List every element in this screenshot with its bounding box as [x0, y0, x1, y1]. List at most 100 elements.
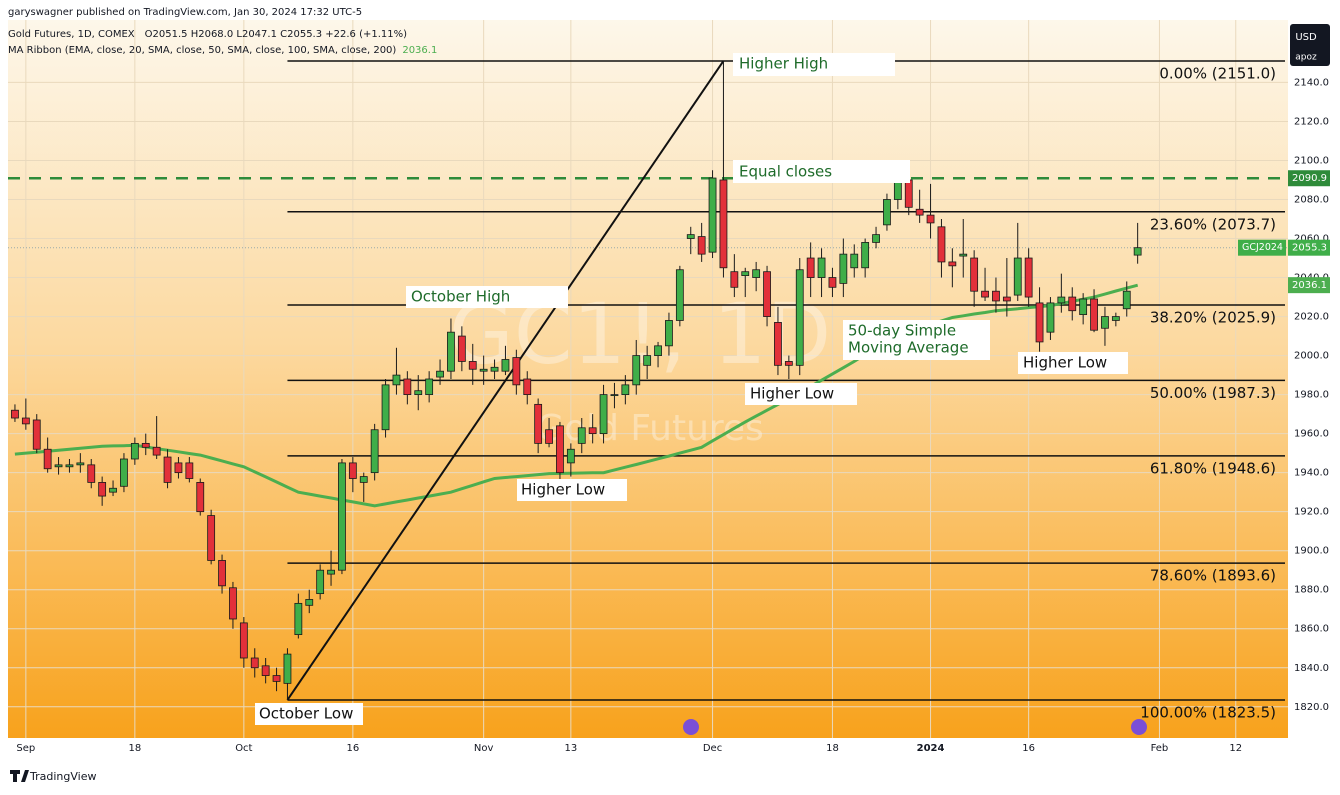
candle-body — [915, 208, 924, 216]
y-tick-label: 1980.0 — [1294, 390, 1329, 401]
x-tick-label: 16 — [346, 743, 359, 754]
candle-body — [1002, 296, 1011, 302]
ohlc: O2051.5 H2068.0 L2047.1 C2055.3 +22.6 (+… — [145, 29, 407, 40]
candle-body — [686, 234, 695, 239]
candle-body — [98, 482, 107, 497]
candle-body — [436, 370, 444, 378]
candle-body — [32, 419, 41, 450]
candle-body — [1046, 302, 1055, 333]
y-tick-label: 1860.0 — [1294, 624, 1329, 635]
candle-body — [501, 359, 510, 372]
candle-body — [981, 290, 989, 298]
fib-label: 38.20% (2025.9) — [1150, 309, 1276, 327]
candle-body — [839, 253, 848, 284]
candle-body — [141, 442, 150, 448]
candle-body — [621, 384, 630, 396]
scale-mode: apoz — [1295, 53, 1317, 63]
candle-body — [752, 269, 761, 278]
candle-body — [207, 515, 216, 561]
price-tag-label: 2055.3 — [1292, 243, 1327, 254]
annotation-box — [733, 53, 895, 76]
candle-body — [730, 271, 739, 288]
candle-body — [795, 269, 804, 366]
candle-body — [588, 427, 597, 435]
fib-label: 61.80% (1948.6) — [1150, 459, 1276, 477]
candle-body — [654, 345, 662, 356]
candle-body — [76, 462, 85, 466]
candle-body — [610, 394, 619, 397]
annotation: Higher High — [739, 55, 828, 73]
candle-body — [1057, 296, 1066, 304]
candle-body — [359, 476, 368, 483]
y-tick-label: 1940.0 — [1294, 468, 1329, 479]
x-tick-label: Nov — [474, 743, 494, 754]
candle-body — [239, 622, 248, 659]
annotation: Higher Low — [521, 481, 605, 499]
candle-body — [883, 199, 891, 226]
candle-body — [87, 464, 96, 483]
candle-body — [447, 331, 455, 372]
candle-body — [665, 320, 673, 347]
candle-body — [414, 390, 423, 396]
candle-body — [1079, 298, 1088, 316]
annotation-box — [255, 703, 363, 725]
y-tick-label: 2100.0 — [1294, 155, 1329, 166]
candle-body — [11, 409, 19, 419]
candle-body — [425, 378, 434, 396]
candle-body — [21, 417, 30, 425]
candle-body — [872, 234, 880, 243]
event-icon[interactable] — [683, 719, 699, 735]
ma-value: 2036.1 — [402, 45, 437, 56]
y-tick-label: 1880.0 — [1294, 585, 1329, 596]
price-tag — [1288, 239, 1330, 256]
candle-body — [937, 226, 946, 263]
candle-body — [1133, 247, 1142, 256]
candle-body — [272, 675, 281, 682]
annotation-box — [733, 160, 910, 183]
candle-body — [643, 355, 652, 366]
event-icon[interactable] — [1131, 719, 1147, 735]
price-tag — [1288, 277, 1330, 294]
candle-body — [1035, 302, 1044, 343]
symbol: Gold Futures, 1D, COMEX — [8, 29, 135, 40]
candle-body — [174, 462, 183, 474]
candle-body — [828, 277, 837, 288]
published: garyswagner published on TradingView.com… — [8, 7, 362, 18]
candle-body — [970, 257, 979, 292]
x-tick-label: Sep — [16, 743, 35, 754]
x-tick-label: 18 — [826, 743, 839, 754]
annotation-box — [406, 286, 568, 308]
y-tick-label: 1960.0 — [1294, 429, 1329, 440]
candle-body — [327, 569, 335, 575]
y-tick-label: 2080.0 — [1294, 195, 1329, 206]
watermark-sub: Gold Futures — [536, 408, 764, 449]
candle-body — [479, 368, 488, 372]
y-tick-label: 1840.0 — [1294, 663, 1329, 674]
candle-body — [566, 448, 575, 464]
x-tick-label: Dec — [703, 743, 722, 754]
price-tag-label: 2036.1 — [1292, 280, 1327, 291]
fib-label: 100.00% (1823.5) — [1140, 703, 1276, 721]
trend-line — [286, 60, 725, 701]
x-tick-label: 18 — [128, 743, 141, 754]
candle-body — [218, 560, 226, 587]
price-tag — [1288, 170, 1330, 187]
annotation: Higher Low — [1023, 354, 1107, 372]
candle-body — [54, 464, 63, 468]
candle-body — [556, 425, 564, 474]
candle-body — [904, 179, 913, 208]
candle-body — [1101, 316, 1109, 329]
candle-body — [948, 261, 957, 267]
candle-body — [348, 462, 357, 479]
y-tick-label: 2000.0 — [1294, 351, 1329, 362]
candle-body — [697, 236, 706, 255]
candle-body — [490, 366, 499, 372]
plot-background — [8, 20, 1288, 738]
candle-body — [861, 242, 870, 269]
candle-body — [992, 290, 1000, 302]
candle-body — [959, 253, 968, 257]
candle-body — [229, 587, 237, 620]
candle-body — [120, 458, 128, 487]
candle-body — [534, 403, 543, 444]
